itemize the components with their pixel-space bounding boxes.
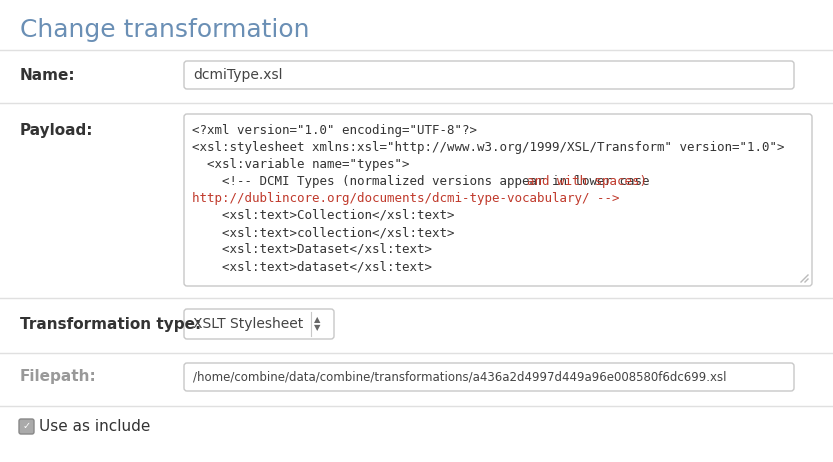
FancyBboxPatch shape	[19, 419, 34, 434]
Text: Name:: Name:	[20, 67, 76, 83]
Text: <!-- DCMI Types (normalized versions appear in lower case: <!-- DCMI Types (normalized versions app…	[192, 175, 657, 188]
FancyBboxPatch shape	[184, 309, 334, 339]
Text: <xsl:stylesheet xmlns:xsl="http://www.w3.org/1999/XSL/Transform" version="1.0">: <xsl:stylesheet xmlns:xsl="http://www.w3…	[192, 141, 785, 154]
Text: ▼: ▼	[314, 323, 320, 333]
Text: /home/combine/data/combine/transformations/a436a2d4997d449a96e008580f6dc699.xsl: /home/combine/data/combine/transformatio…	[193, 371, 726, 383]
Text: <xsl:variable name="types">: <xsl:variable name="types">	[192, 158, 410, 171]
Text: and with spaces): and with spaces)	[527, 175, 647, 188]
FancyBboxPatch shape	[184, 114, 812, 286]
FancyBboxPatch shape	[184, 363, 794, 391]
Text: <xsl:text>collection</xsl:text>: <xsl:text>collection</xsl:text>	[192, 226, 455, 239]
Text: XSLT Stylesheet: XSLT Stylesheet	[193, 317, 303, 331]
Text: <xsl:text>dataset</xsl:text>: <xsl:text>dataset</xsl:text>	[192, 260, 432, 273]
Text: Transformation type:: Transformation type:	[20, 316, 202, 332]
Text: http://dublincore.org/documents/dcmi-type-vocabulary/ -->: http://dublincore.org/documents/dcmi-typ…	[192, 192, 620, 205]
Text: Payload:: Payload:	[20, 123, 93, 138]
Text: ▲: ▲	[314, 316, 320, 324]
Text: Filepath:: Filepath:	[20, 370, 97, 384]
Text: Change transformation: Change transformation	[20, 18, 310, 42]
Text: <?xml version="1.0" encoding="UTF-8"?>: <?xml version="1.0" encoding="UTF-8"?>	[192, 124, 477, 137]
Text: Use as include: Use as include	[39, 419, 151, 434]
FancyBboxPatch shape	[184, 61, 794, 89]
Text: <xsl:text>Dataset</xsl:text>: <xsl:text>Dataset</xsl:text>	[192, 243, 432, 256]
Text: <xsl:text>Collection</xsl:text>: <xsl:text>Collection</xsl:text>	[192, 209, 455, 222]
Text: dcmiType.xsl: dcmiType.xsl	[193, 68, 282, 82]
Text: ✓: ✓	[22, 421, 31, 432]
